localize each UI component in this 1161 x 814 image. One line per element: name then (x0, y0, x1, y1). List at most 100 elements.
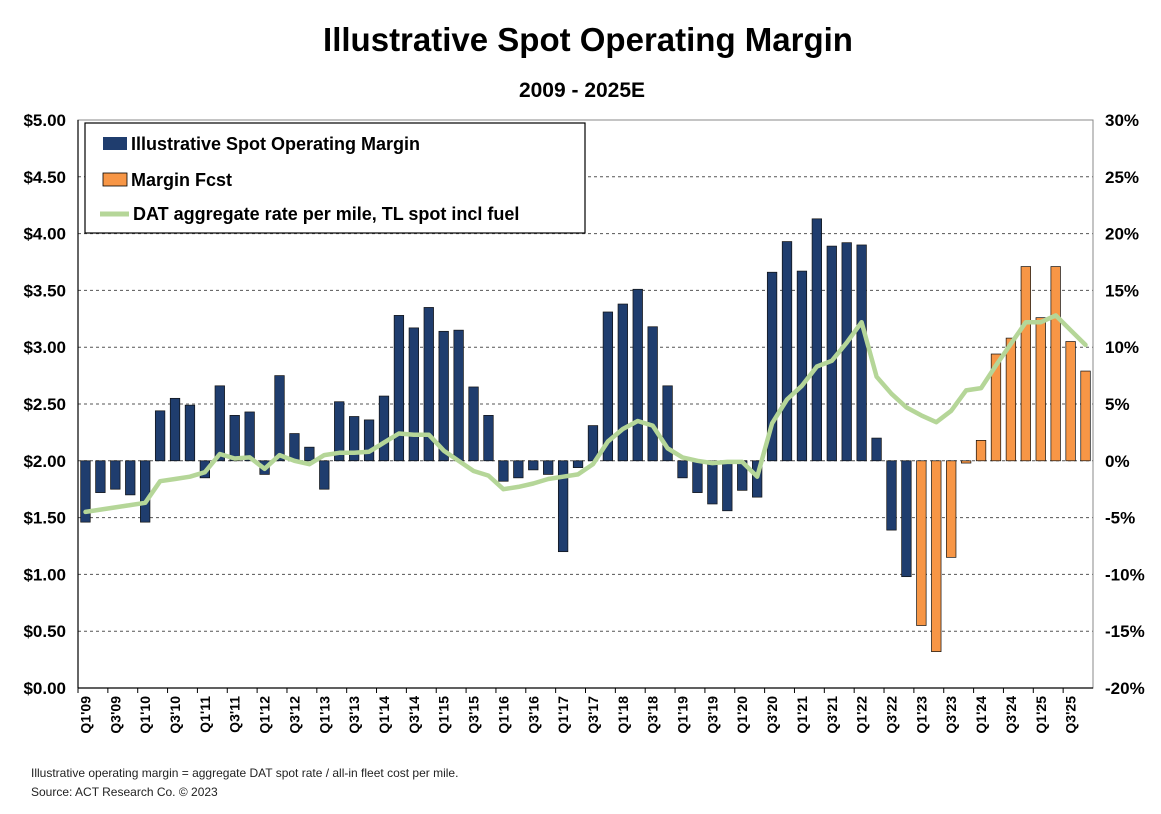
chart-title: Illustrative Spot Operating Margin (323, 21, 853, 58)
margin-bar (796, 270, 808, 462)
left-axis-tick-label: $0.50 (23, 622, 66, 641)
margin-bar (528, 460, 539, 471)
forecast-bar (990, 353, 1002, 462)
x-tick-label: Q3'11 (227, 696, 243, 733)
x-tick-label: Q3'19 (704, 696, 720, 734)
margin-bar (319, 460, 330, 490)
x-tick-label: Q1'24 (973, 696, 989, 734)
left-axis-tick-label: $5.00 (23, 111, 66, 130)
x-tick-label: Q3'23 (943, 696, 959, 734)
margin-bar (707, 460, 718, 505)
legend: Illustrative Spot Operating Margin Margi… (84, 122, 586, 234)
left-axis-tick-label: $4.00 (23, 225, 66, 244)
margin-bar (647, 326, 658, 462)
legend-label-rate: DAT aggregate rate per mile, TL spot inc… (133, 204, 519, 224)
margin-bar (543, 460, 554, 475)
right-axis-tick-label: 15% (1105, 281, 1139, 300)
margin-bar (289, 433, 300, 462)
left-axis-tick-label: $1.50 (23, 509, 66, 528)
margin-bar (468, 386, 479, 462)
right-axis-tick-label: 30% (1105, 111, 1139, 130)
left-axis-tick-label: $2.50 (23, 395, 66, 414)
axes: $0.00 $0.50 $1.00 $1.50 $2.00 $2.50 $3.00 $3.50… (23, 111, 1144, 734)
right-axis-tick-label: 10% (1105, 338, 1139, 357)
footnote-source: Source: ACT Research Co. © 2023 (31, 785, 218, 799)
margin-bar (886, 460, 897, 531)
margin-bar (557, 460, 569, 553)
footnote-definition: Illustrative operating margin = aggregat… (31, 766, 458, 780)
x-tick-label: Q1'15 (436, 696, 452, 734)
margin-bar (125, 460, 136, 496)
margin-bar (692, 460, 703, 493)
x-tick-label: Q1'23 (913, 696, 929, 734)
legend-swatch-forecast (102, 172, 128, 187)
margin-bar (363, 419, 375, 462)
x-tick-label: Q1'14 (376, 696, 392, 734)
margin-bar (498, 460, 509, 482)
x-tick-label: Q3'17 (585, 696, 601, 734)
forecast-bar (975, 440, 987, 462)
x-tick-label: Q1'20 (734, 696, 750, 734)
x-tick-label: Q1'11 (197, 696, 213, 733)
margin-bar (901, 460, 912, 578)
margin-bar (632, 288, 643, 462)
margin-bar (602, 311, 614, 462)
forecast-bar (946, 460, 957, 558)
margin-bar (408, 327, 419, 462)
left-axis-tick-label: $0.00 (23, 679, 66, 698)
margin-bar (140, 460, 151, 523)
legend-label-forecast: Margin Fcst (131, 170, 232, 190)
legend-box (84, 122, 586, 234)
margin-bar (349, 416, 360, 462)
margin-bar (572, 460, 584, 468)
margin-bar (453, 329, 464, 462)
x-tick-label: Q3'10 (167, 696, 183, 734)
margin-bar (110, 460, 121, 490)
x-tick-label: Q1'18 (615, 696, 631, 734)
margin-bar (841, 242, 852, 462)
x-tick-label: Q1'22 (854, 696, 870, 734)
margin-bar (677, 460, 688, 479)
forecast-bar (1020, 266, 1031, 462)
margin-bar (811, 218, 822, 462)
left-axis-tick-label: $1.00 (23, 565, 66, 584)
left-axis-tick-label: $2.00 (23, 452, 66, 471)
margin-bar (722, 460, 733, 512)
margin-bar (513, 460, 524, 479)
margin-bar (662, 385, 673, 462)
margin-bar (154, 410, 166, 462)
forecast-bar (1050, 266, 1061, 462)
margin-bar (766, 271, 778, 462)
x-tick-label: Q1'13 (316, 696, 332, 734)
x-tick-label: Q1'19 (675, 696, 691, 734)
forecast-bar (1065, 341, 1076, 462)
right-axis-tick-label: -15% (1105, 622, 1145, 641)
margin-bar (781, 241, 793, 462)
x-tick-label: Q3'12 (286, 696, 302, 734)
margin-bar (334, 401, 345, 462)
right-axis-tick-label: 5% (1105, 395, 1130, 414)
margin-bar (871, 437, 882, 462)
x-tick-label: Q1'12 (257, 696, 273, 734)
x-tick-label: Q3'13 (346, 696, 362, 734)
margin-bar (304, 446, 315, 462)
forecast-bar (1080, 370, 1091, 462)
margin-bar (393, 315, 405, 462)
x-tick-label: Q3'25 (1063, 696, 1079, 734)
margin-bar (95, 460, 106, 493)
left-axis-tick-label: $4.50 (23, 168, 66, 187)
x-tick-label: Q3'24 (1003, 696, 1019, 734)
forecast-bar (931, 460, 942, 652)
forecast-bar (916, 460, 927, 626)
margin-bar (80, 460, 91, 523)
legend-swatch-margin (103, 137, 127, 150)
right-axis-tick-label: 25% (1105, 168, 1139, 187)
margin-bar (214, 385, 225, 462)
x-tick-label: Q3'21 (824, 696, 840, 734)
right-axis-tick-label: -20% (1105, 679, 1145, 698)
chart-subtitle: 2009 - 2025E (519, 79, 645, 102)
forecast-bar (1035, 317, 1046, 462)
margin-bar (274, 375, 285, 462)
right-axis-tick-label: -10% (1105, 565, 1145, 584)
rate-line (83, 313, 1088, 515)
